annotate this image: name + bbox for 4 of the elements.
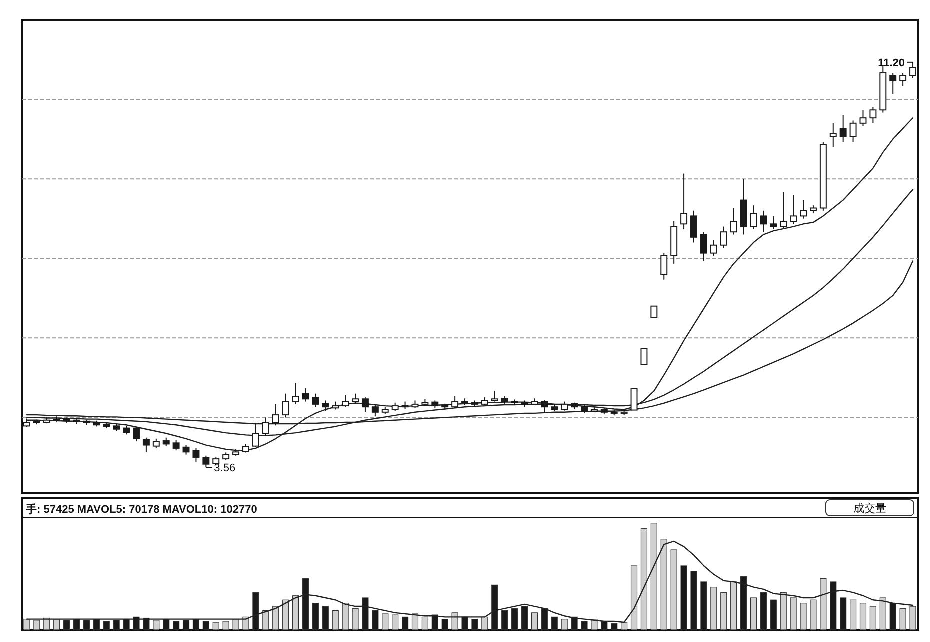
annotation: 3.56 bbox=[214, 462, 236, 475]
text: 成交量 bbox=[854, 502, 886, 515]
text: 手: 57425 MAVOL5: 70178 MAVOL10: 102770 bbox=[25, 503, 258, 516]
annotation: 11.20 bbox=[878, 57, 906, 70]
